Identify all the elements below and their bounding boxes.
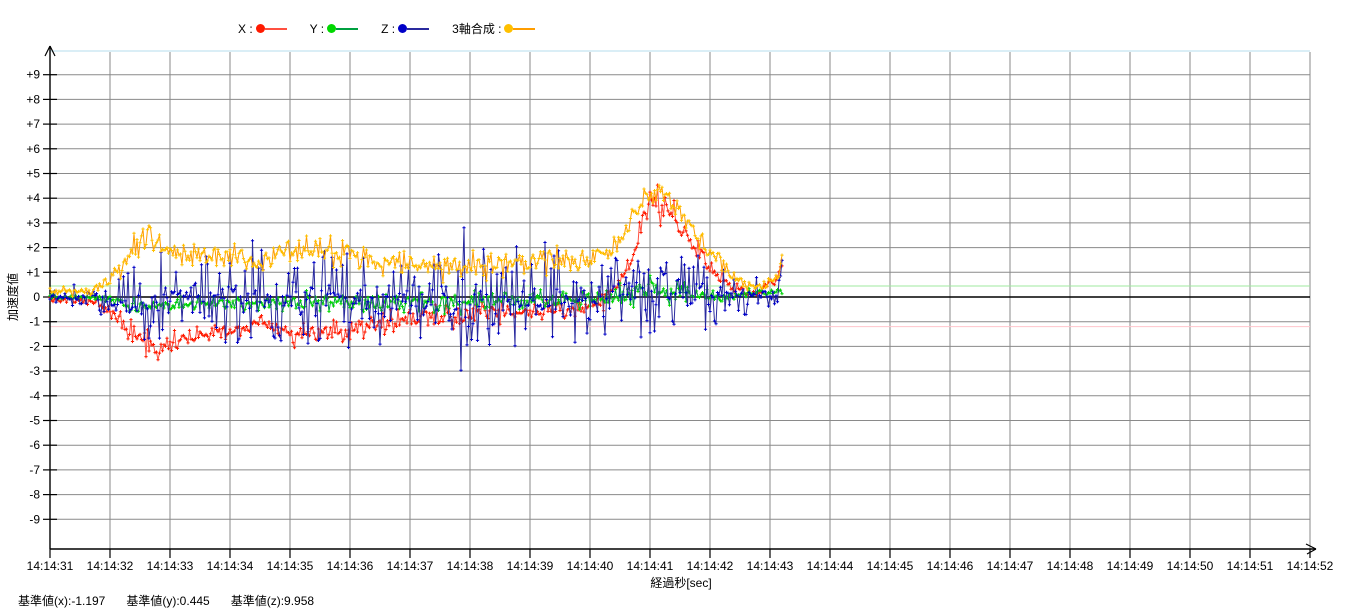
legend-item-x: X : [238, 22, 287, 36]
x-axis-title: 経過秒[sec] [650, 576, 712, 590]
svg-text:14:14:35: 14:14:35 [267, 559, 314, 573]
series-3軸合成 [49, 183, 783, 299]
legend-item-y: Y : [309, 21, 359, 36]
svg-text:14:14:31: 14:14:31 [27, 559, 74, 573]
legend-marker-dot-y [327, 24, 337, 33]
legend-label-x: X : [238, 21, 253, 36]
svg-text:14:14:49: 14:14:49 [1107, 559, 1154, 573]
svg-text:14:14:46: 14:14:46 [927, 559, 974, 573]
legend-label-composite: 3軸合成 : [452, 22, 502, 36]
legend-marker-line-y [336, 27, 359, 30]
svg-text:-7: -7 [29, 463, 40, 477]
svg-text:+3: +3 [26, 216, 40, 230]
svg-text:+2: +2 [26, 241, 40, 255]
svg-text:14:14:40: 14:14:40 [567, 559, 614, 573]
svg-text:14:14:38: 14:14:38 [447, 559, 494, 573]
svg-text:+5: +5 [26, 167, 40, 181]
legend-item-z: Z : [381, 21, 430, 36]
baseline-y-value: 基準値(y):0.445 [126, 594, 210, 608]
svg-text:-9: -9 [29, 512, 40, 526]
svg-text:14:14:32: 14:14:32 [87, 559, 134, 573]
svg-text:+9: +9 [26, 68, 40, 82]
svg-text:14:14:33: 14:14:33 [147, 559, 194, 573]
legend-marker-dot-x [255, 24, 265, 33]
baseline-statusbar: 基準値(x):-1.197 基準値(y):0.445 基準値(z):9.958 [18, 592, 314, 609]
svg-text:14:14:48: 14:14:48 [1047, 559, 1094, 573]
svg-text:-8: -8 [29, 488, 40, 502]
svg-text:0: 0 [33, 290, 40, 304]
legend-marker-line-composite [513, 27, 536, 30]
y-axis-title: 加速度値 [6, 273, 20, 322]
legend-marker-line-x [264, 27, 287, 30]
svg-text:+7: +7 [26, 117, 40, 131]
svg-text:-3: -3 [29, 364, 40, 378]
legend-label-z: Z : [381, 21, 396, 36]
legend-marker-dot-z [398, 24, 408, 33]
svg-text:-6: -6 [29, 438, 40, 452]
svg-text:+1: +1 [26, 265, 40, 279]
svg-text:-2: -2 [29, 339, 40, 353]
svg-text:14:14:37: 14:14:37 [387, 559, 434, 573]
series-markers-Z [48, 226, 784, 372]
legend-marker-line-z [407, 27, 430, 30]
baseline-x-value: 基準値(x):-1.197 [18, 594, 106, 608]
svg-text:-5: -5 [29, 414, 40, 428]
legend-label-y: Y : [309, 21, 325, 36]
svg-text:14:14:47: 14:14:47 [987, 559, 1034, 573]
svg-text:14:14:39: 14:14:39 [507, 559, 554, 573]
svg-text:14:14:45: 14:14:45 [867, 559, 914, 573]
svg-text:14:14:41: 14:14:41 [627, 559, 674, 573]
svg-text:14:14:34: 14:14:34 [207, 559, 254, 573]
svg-text:-4: -4 [29, 389, 40, 403]
svg-text:-1: -1 [29, 315, 40, 329]
svg-text:+4: +4 [26, 191, 40, 205]
svg-text:14:14:51: 14:14:51 [1227, 559, 1274, 573]
legend-item-composite: 3軸合成 : [452, 20, 536, 37]
svg-text:+8: +8 [26, 92, 40, 106]
svg-text:14:14:43: 14:14:43 [747, 559, 794, 573]
svg-text:14:14:44: 14:14:44 [807, 559, 854, 573]
svg-text:14:14:42: 14:14:42 [687, 559, 734, 573]
legend-marker-dot-composite [504, 24, 514, 33]
baseline-z-value: 基準値(z):9.958 [230, 594, 315, 608]
svg-text:14:14:36: 14:14:36 [327, 559, 374, 573]
svg-text:14:14:50: 14:14:50 [1167, 559, 1214, 573]
svg-text:+6: +6 [26, 142, 40, 156]
series-markers-3軸合成 [48, 183, 784, 298]
legend: X : Y : Z : 3軸合成 : [238, 20, 536, 37]
svg-text:14:14:52: 14:14:52 [1287, 559, 1334, 573]
